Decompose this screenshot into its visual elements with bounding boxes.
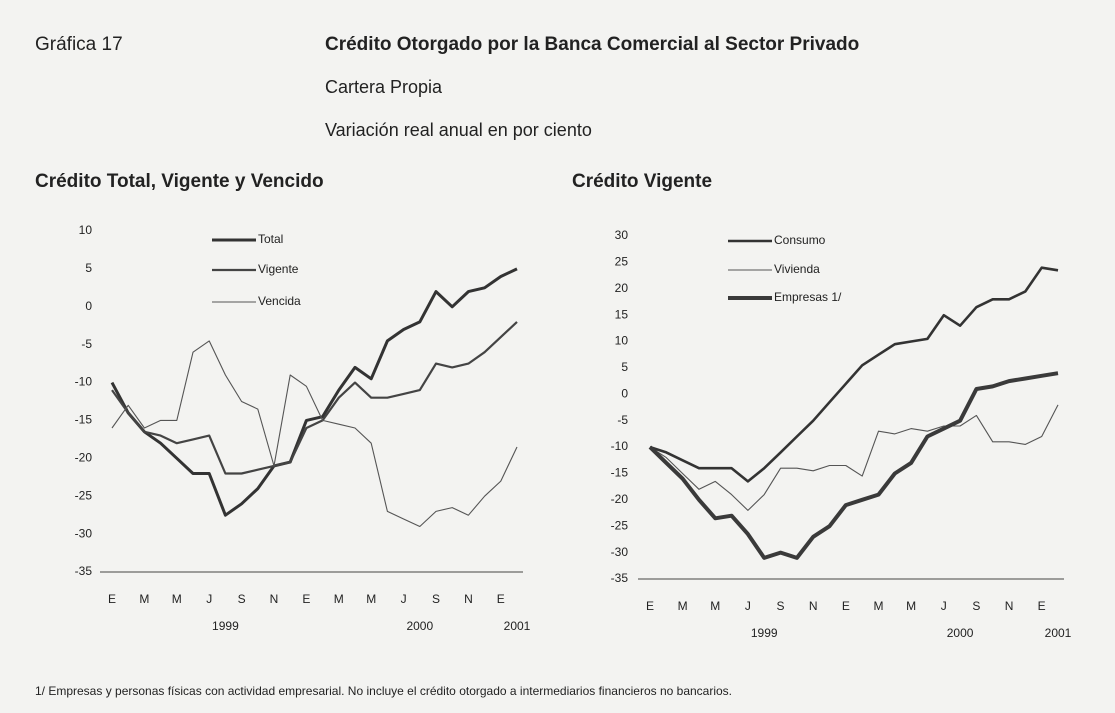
y-tick-label: -20 [75, 451, 93, 465]
data-line [648, 371, 1059, 560]
x-tick-label: M [873, 599, 883, 613]
legend-label: Empresas 1/ [774, 290, 842, 304]
year-label: 2000 [947, 626, 974, 640]
y-tick-label: -10 [75, 375, 93, 389]
chart-label: Gráfica 17 [35, 34, 123, 55]
y-tick-label: -30 [611, 545, 629, 559]
y-tick-label: -30 [75, 526, 93, 540]
y-tick-label: 10 [615, 334, 629, 348]
year-label: 1999 [751, 626, 778, 640]
y-tick-label: -15 [611, 466, 629, 480]
y-tick-label: -20 [611, 492, 629, 506]
y-tick-label: 15 [615, 307, 629, 321]
y-tick-label: -5 [81, 337, 92, 351]
x-tick-label: E [1038, 599, 1046, 613]
data-line [111, 340, 518, 528]
chart-title: Crédito Total, Vigente y Vencido [35, 171, 324, 192]
x-tick-label: S [238, 592, 246, 606]
x-tick-label: N [464, 592, 473, 606]
y-tick-label: -5 [617, 413, 628, 427]
year-label: 1999 [212, 619, 239, 633]
y-tick-label: -35 [611, 571, 629, 585]
x-tick-label: E [108, 592, 116, 606]
data-line [649, 404, 1059, 511]
data-line [111, 321, 518, 475]
y-tick-label: 20 [615, 281, 629, 295]
y-tick-label: 25 [615, 255, 629, 269]
year-label: 2001 [504, 619, 531, 633]
y-tick-label: 30 [615, 228, 629, 242]
x-tick-label: J [941, 599, 947, 613]
x-tick-label: E [842, 599, 850, 613]
data-line [649, 266, 1059, 483]
y-tick-label: -10 [611, 439, 629, 453]
x-tick-label: M [906, 599, 916, 613]
main-title: Crédito Otorgado por la Banca Comercial … [325, 34, 859, 55]
y-tick-label: -35 [75, 564, 93, 578]
footnote: 1/ Empresas y personas físicas con activ… [35, 684, 732, 698]
y-tick-label: 0 [621, 386, 628, 400]
x-tick-label: E [302, 592, 310, 606]
x-tick-label: E [646, 599, 654, 613]
legend-label: Vigente [258, 262, 299, 276]
y-tick-label: -15 [75, 413, 93, 427]
subtitle: Cartera Propia [325, 77, 443, 97]
legend-label: Consumo [774, 233, 826, 247]
year-label: 2000 [406, 619, 433, 633]
x-tick-label: S [777, 599, 785, 613]
x-tick-label: E [497, 592, 505, 606]
subtitle: Variación real anual en por ciento [325, 120, 592, 140]
data-line [110, 267, 518, 517]
y-tick-label: 0 [85, 299, 92, 313]
x-tick-label: J [206, 592, 212, 606]
x-tick-label: N [270, 592, 279, 606]
x-tick-label: N [809, 599, 818, 613]
x-tick-label: J [745, 599, 751, 613]
legend-label: Vencida [258, 294, 301, 308]
x-tick-label: M [139, 592, 149, 606]
year-label: 2001 [1045, 626, 1072, 640]
y-tick-label: 10 [79, 223, 93, 237]
x-tick-label: S [972, 599, 980, 613]
x-tick-label: M [678, 599, 688, 613]
x-tick-label: J [401, 592, 407, 606]
chart-title: Crédito Vigente [572, 171, 712, 192]
y-tick-label: 5 [85, 261, 92, 275]
y-tick-label: -25 [611, 518, 629, 532]
x-tick-label: M [710, 599, 720, 613]
x-tick-label: N [1005, 599, 1014, 613]
x-tick-label: M [172, 592, 182, 606]
x-tick-label: M [366, 592, 376, 606]
x-tick-label: M [334, 592, 344, 606]
legend-label: Vivienda [774, 262, 820, 276]
legend-label: Total [258, 232, 283, 246]
y-tick-label: -25 [75, 488, 93, 502]
x-tick-label: S [432, 592, 440, 606]
y-tick-label: 5 [621, 360, 628, 374]
